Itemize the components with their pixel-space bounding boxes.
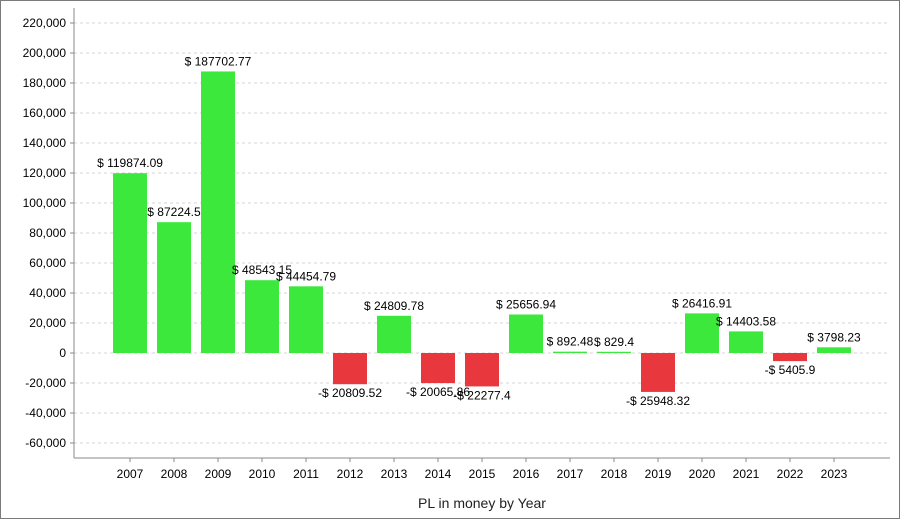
bar-2014	[421, 353, 455, 384]
y-tick-label: -60,000	[25, 436, 66, 450]
data-label-2011: $ 44454.79	[276, 269, 336, 283]
bar-2012	[333, 353, 367, 385]
data-label-2007: $ 119874.09	[97, 156, 163, 170]
x-tick-label: 2012	[337, 467, 364, 481]
data-label-2015: -$ 22277.4	[453, 388, 511, 402]
bar-2007	[113, 173, 147, 353]
x-tick-label: 2014	[425, 467, 452, 481]
bar-2017	[553, 351, 587, 353]
x-tick-label: 2010	[249, 467, 276, 481]
x-tick-label: 2019	[645, 467, 672, 481]
bar-2020	[685, 313, 719, 353]
x-tick-label: 2008	[161, 467, 188, 481]
x-tick-label: 2007	[117, 467, 144, 481]
y-tick-label: 220,000	[23, 16, 67, 30]
bar-2021	[729, 331, 763, 353]
data-label-2023: $ 3798.23	[807, 330, 861, 344]
bar-2015	[465, 353, 499, 387]
y-tick-label: 0	[59, 346, 66, 360]
bar-2013	[377, 315, 411, 353]
y-tick-label: 180,000	[23, 76, 67, 90]
bar-2023	[817, 347, 851, 353]
data-label-2014: -$ 20065.86	[406, 385, 470, 399]
data-label-2017: $ 892.48	[547, 335, 594, 349]
data-label-2010: $ 48543.15	[232, 263, 292, 277]
y-tick-label: 80,000	[29, 226, 66, 240]
x-tick-label: 2011	[293, 467, 319, 481]
x-tick-label: 2020	[689, 467, 716, 481]
bars	[113, 71, 851, 392]
y-tick-label: 100,000	[23, 196, 67, 210]
data-label-2016: $ 25656.94	[496, 298, 556, 312]
bar-2010	[245, 280, 279, 353]
y-tick-label: 200,000	[23, 46, 67, 60]
y-tick-label: 140,000	[23, 136, 67, 150]
data-label-2022: -$ 5405.9	[765, 363, 816, 377]
x-axis-ticks: 2007 2008 2009 2010 2011 2012 2013 2014 2015 2016…	[117, 458, 848, 481]
y-axis-ticks: 220,000 200,000 180,000 160,000 140,000 120,0…	[23, 16, 67, 450]
data-label-2019: -$ 25948.32	[626, 394, 690, 408]
x-axis-title: PL in money by Year	[418, 495, 546, 511]
x-tick-label: 2021	[733, 467, 760, 481]
x-tick-label: 2013	[381, 467, 408, 481]
bar-2009	[201, 71, 235, 353]
y-tick-label: 60,000	[29, 256, 66, 270]
y-tick-label: 20,000	[29, 316, 66, 330]
y-tick-label: 120,000	[23, 166, 67, 180]
data-label-2008: $ 87224.5	[147, 205, 201, 219]
x-tick-label: 2018	[601, 467, 628, 481]
data-label-2013: $ 24809.78	[364, 299, 424, 313]
y-tick-label: 40,000	[29, 286, 66, 300]
data-label-2012: -$ 20809.52	[318, 386, 382, 400]
data-label-2021: $ 14403.58	[716, 314, 776, 328]
x-tick-label: 2016	[513, 467, 540, 481]
data-label-2018: $ 829.4	[594, 335, 634, 349]
bar-2008	[157, 222, 191, 353]
bar-2018	[597, 351, 631, 353]
y-tick-label: 160,000	[23, 106, 67, 120]
bar-2011	[289, 286, 323, 353]
bar-2016	[509, 314, 543, 353]
y-tick-label: -40,000	[25, 406, 66, 420]
x-tick-label: 2022	[777, 467, 804, 481]
bar-2022	[773, 353, 807, 362]
data-labels: $ 119874.09 $ 87224.5 $ 187702.77 $ 48543.1…	[97, 54, 861, 407]
x-tick-label: 2017	[557, 467, 584, 481]
data-label-2020: $ 26416.91	[672, 296, 732, 310]
x-tick-label: 2023	[821, 467, 848, 481]
x-tick-label: 2009	[205, 467, 232, 481]
y-tick-label: -20,000	[25, 376, 66, 390]
data-label-2009: $ 187702.77	[185, 54, 252, 68]
x-tick-label: 2015	[469, 467, 496, 481]
bar-2019	[641, 353, 675, 392]
